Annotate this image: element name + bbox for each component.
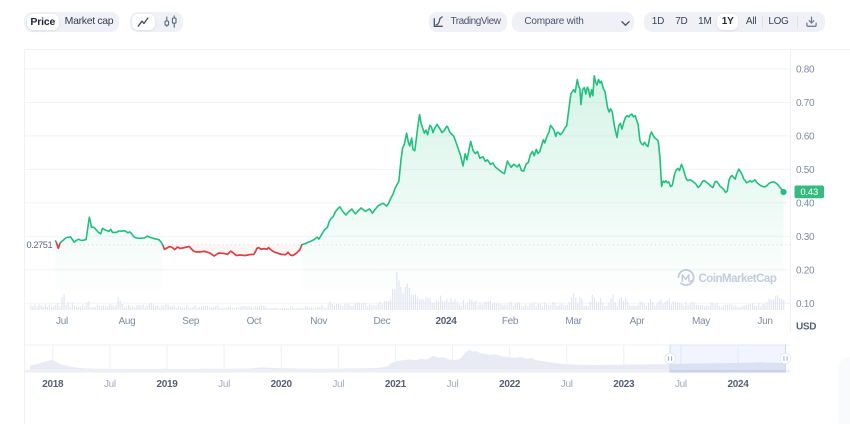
svg-text:0.30: 0.30 [796, 232, 815, 243]
svg-text:0.50: 0.50 [796, 165, 815, 176]
svg-text:2020: 2020 [271, 379, 293, 390]
svg-text:Jun: Jun [757, 316, 772, 327]
svg-text:0.2751: 0.2751 [27, 240, 53, 250]
svg-text:0.43: 0.43 [800, 187, 818, 198]
svg-text:Jul: Jul [447, 379, 459, 390]
svg-text:2019: 2019 [156, 379, 178, 390]
svg-text:Jul: Jul [104, 379, 116, 390]
svg-text:May: May [692, 316, 710, 327]
svg-text:Aug: Aug [119, 316, 136, 327]
svg-text:0.80: 0.80 [796, 65, 815, 76]
svg-text:2023: 2023 [613, 379, 635, 390]
svg-text:Jul: Jul [332, 379, 344, 390]
svg-text:0.40: 0.40 [796, 198, 815, 209]
svg-text:Jul: Jul [561, 379, 573, 390]
svg-text:Mar: Mar [565, 316, 582, 327]
svg-text:0.70: 0.70 [796, 98, 815, 109]
svg-text:2022: 2022 [499, 379, 521, 390]
svg-text:0.60: 0.60 [796, 132, 815, 143]
svg-text:0.20: 0.20 [796, 265, 815, 276]
svg-text:Apr: Apr [630, 316, 646, 327]
svg-text:Dec: Dec [373, 316, 390, 327]
svg-text:Feb: Feb [502, 316, 519, 327]
svg-text:Jul: Jul [56, 316, 68, 327]
svg-text:2018: 2018 [42, 379, 64, 390]
svg-text:Sep: Sep [182, 316, 200, 327]
svg-text:Jul: Jul [218, 379, 230, 390]
svg-text:Jul: Jul [675, 379, 687, 390]
svg-text:0.10: 0.10 [796, 299, 815, 310]
svg-text:USD: USD [796, 322, 816, 333]
svg-text:Oct: Oct [247, 316, 262, 327]
svg-text:2024: 2024 [727, 379, 749, 390]
svg-text:2024: 2024 [435, 316, 457, 327]
svg-text:Nov: Nov [310, 316, 327, 327]
svg-text:2021: 2021 [385, 379, 407, 390]
